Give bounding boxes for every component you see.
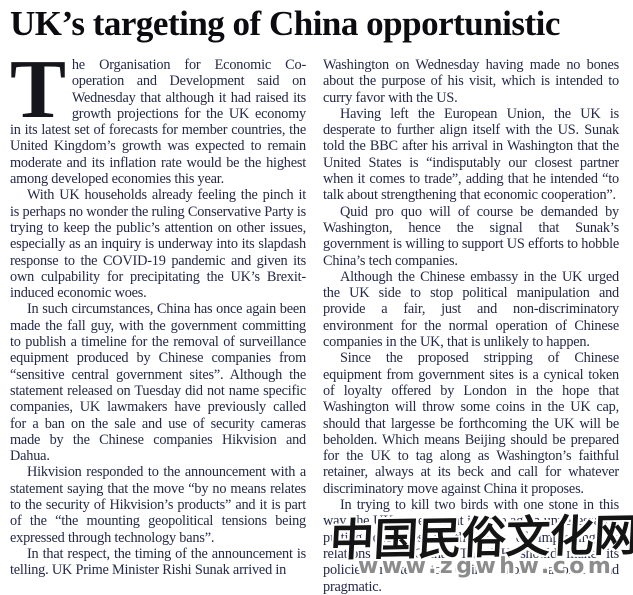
paragraph: Quid pro quo will of course be demanded … xyxy=(323,203,619,269)
paragraph: In trying to kill two birds with one sto… xyxy=(323,497,619,595)
paragraph: Washington on Wednesday having made no b… xyxy=(323,57,619,106)
paragraph: In that respect, the timing of the annou… xyxy=(10,545,306,579)
paragraph: Hikvision responded to the announcement … xyxy=(10,464,306,546)
column-right: Washington on Wednesday having made no b… xyxy=(323,57,619,595)
paragraph: Since the proposed stripping of Chinese … xyxy=(323,350,619,497)
paragraph: Having left the European Union, the UK i… xyxy=(323,105,619,204)
paragraph-text: he Organisation for Economic Co-operatio… xyxy=(10,57,306,188)
paragraph: Although the Chinese embassy in the UK u… xyxy=(323,268,619,351)
drop-cap: T xyxy=(10,43,66,136)
headline: UK’s targeting of China opportunistic xyxy=(10,4,560,43)
paragraph: With UK households already feeling the p… xyxy=(10,187,306,302)
paragraph: In such circumstances, China has once ag… xyxy=(10,301,306,465)
